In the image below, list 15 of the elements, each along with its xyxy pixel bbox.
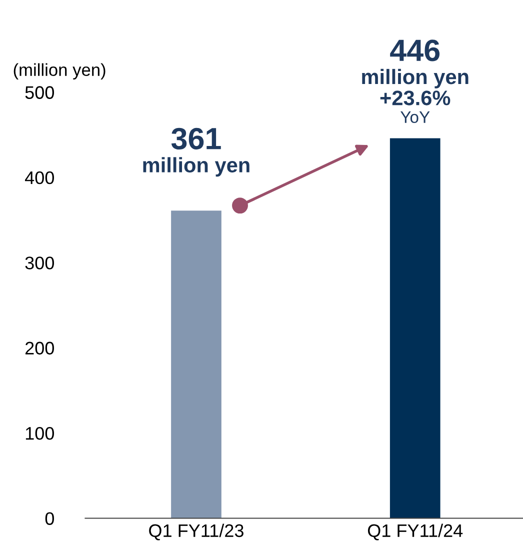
annotation: million yen	[143, 157, 250, 177]
x-tick-label: Q1 FY11/24	[368, 524, 463, 540]
y-tick-label: 200	[25, 342, 54, 355]
annotation: +23.6%	[380, 90, 450, 106]
y-tick-label: 0	[45, 512, 54, 525]
annotation: YoY	[400, 111, 430, 124]
y-tick-label: 100	[26, 426, 54, 440]
y-tick-label: 500	[25, 86, 54, 99]
data-label: 446	[390, 40, 440, 62]
annotation: million yen	[362, 68, 468, 88]
y-tick-label: 300	[25, 256, 54, 270]
data-label: 361	[171, 128, 221, 150]
y-tick-label: 400	[24, 171, 54, 184]
y-axis-title: (million yen)	[14, 63, 106, 80]
x-tick-label: Q1 FY11/23	[149, 524, 244, 540]
